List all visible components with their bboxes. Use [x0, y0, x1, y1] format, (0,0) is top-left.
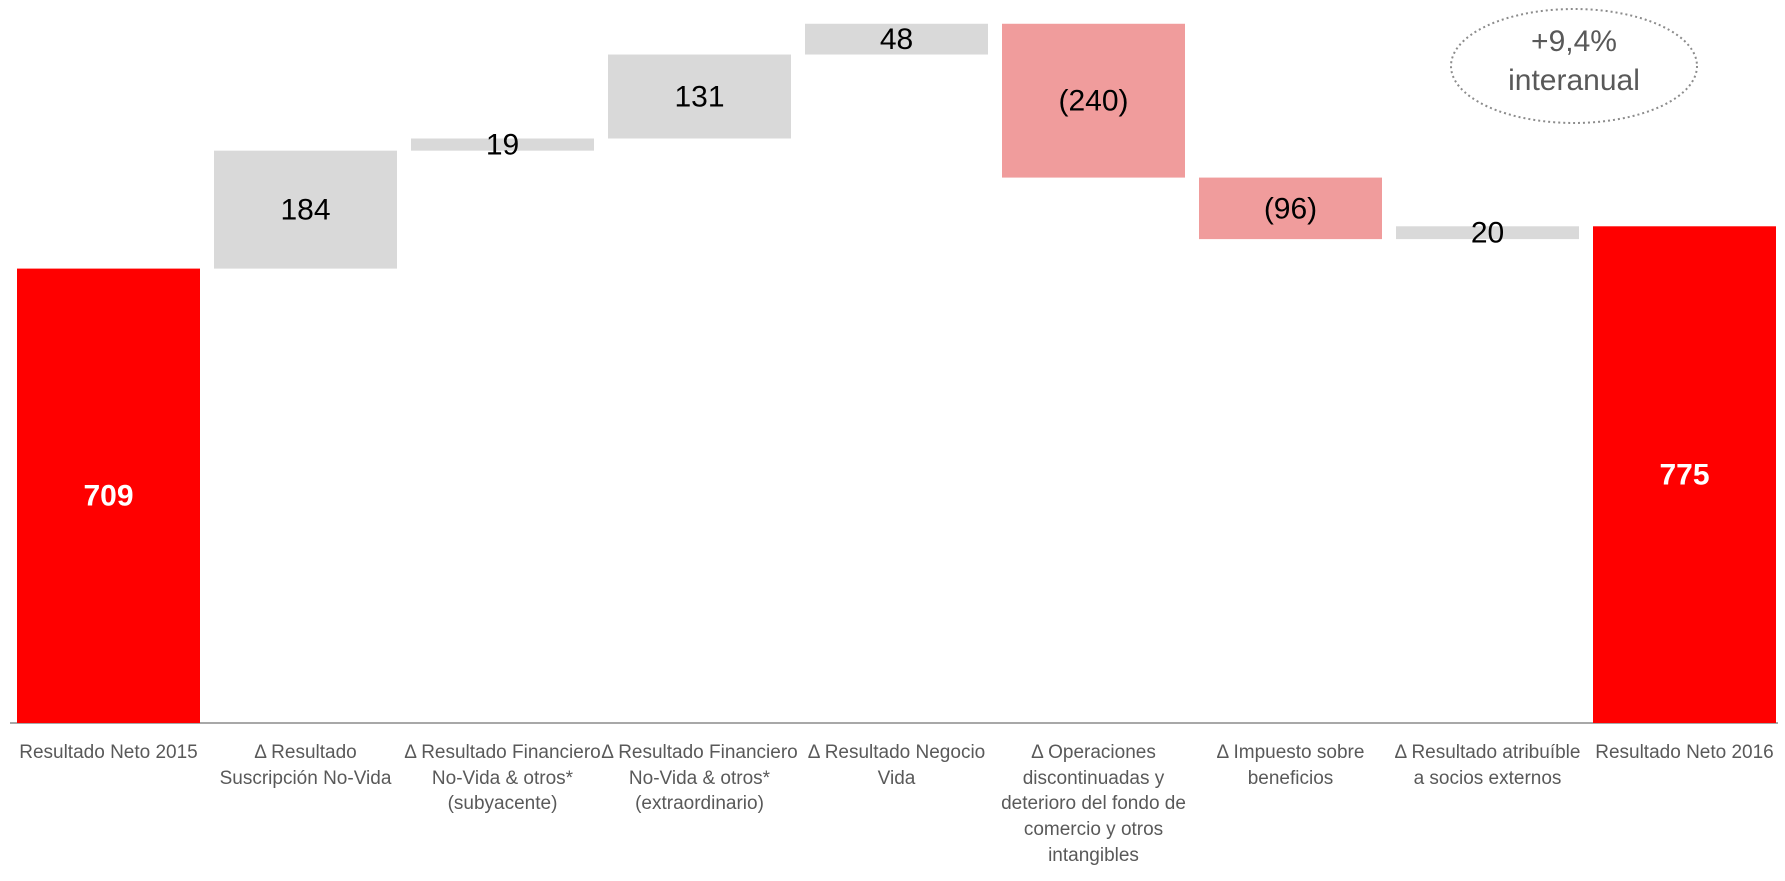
value-label: (96) [1264, 192, 1317, 225]
annotation-ellipse [1450, 8, 1698, 124]
bar [411, 138, 594, 151]
value-label: (240) [1058, 85, 1128, 118]
bar [1593, 226, 1776, 723]
x-tick-label: Δ Impuesto sobre beneficios [1216, 742, 1365, 789]
value-label: 131 [674, 80, 724, 113]
value-label: 184 [280, 194, 330, 227]
x-tick-label: Resultado Neto 2015 [19, 742, 198, 763]
bar [1199, 177, 1382, 240]
value-label: 48 [880, 23, 913, 56]
value-label: 19 [486, 129, 519, 162]
x-tick-label: Resultado Neto 2016 [1595, 742, 1774, 763]
bar [608, 54, 791, 139]
value-label: 709 [83, 480, 133, 513]
x-tick-label: Δ Operaciones discontinuadas y deterioro… [1001, 742, 1186, 866]
x-tick-label: Δ Resultado Suscripción No-Vida [219, 742, 392, 789]
x-tick-label: Δ Resultado atribuíble a socios externos [1394, 742, 1581, 789]
x-tick-label: Δ Resultado Negocio Vida [807, 742, 986, 789]
value-label: 775 [1659, 459, 1709, 492]
bar [214, 150, 397, 269]
bar [17, 268, 200, 723]
x-tick-label: Δ Resultado Financiero No-Vida & otros* … [601, 742, 798, 815]
annotation: +9,4% interanual [1508, 25, 1640, 97]
value-label: 20 [1471, 217, 1504, 250]
bar [1396, 226, 1579, 240]
x-tick-label: Δ Resultado Financiero No-Vida & otros* … [404, 742, 601, 815]
bar [805, 23, 988, 55]
bar [1002, 23, 1185, 178]
